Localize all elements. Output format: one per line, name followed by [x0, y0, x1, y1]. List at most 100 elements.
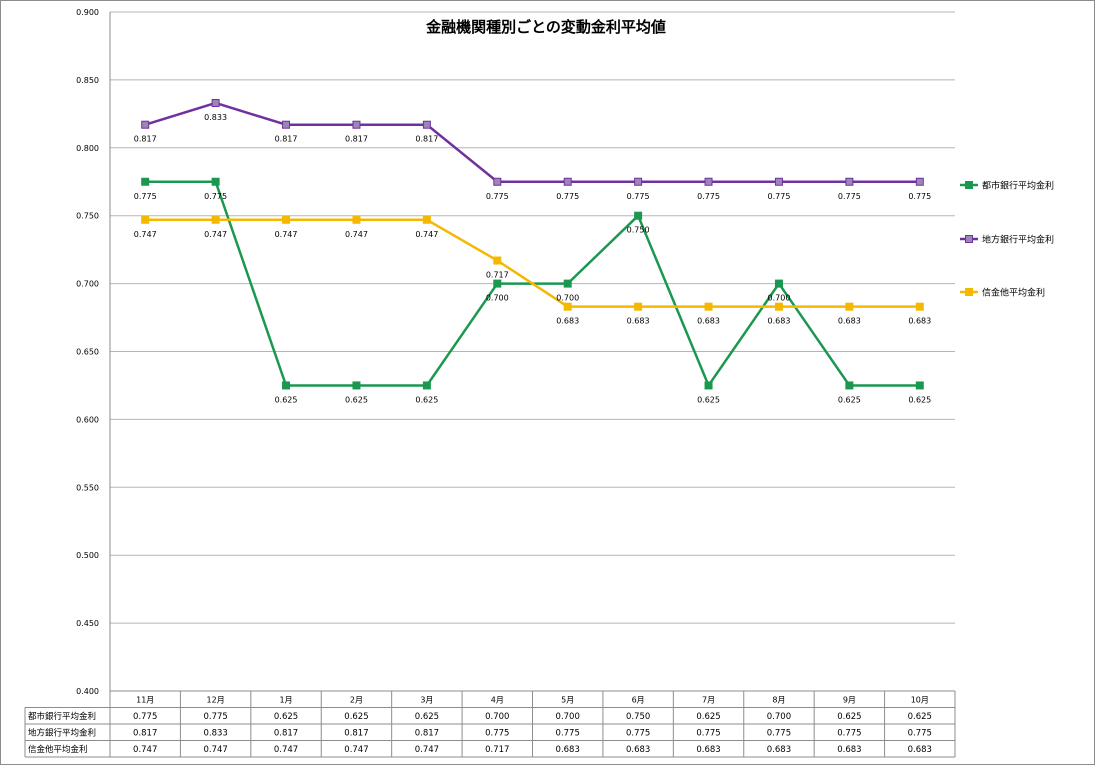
table-cell: 0.750 [626, 712, 650, 722]
data-label: 0.683 [556, 317, 579, 326]
table-cell: 0.775 [767, 729, 791, 739]
data-point [915, 381, 924, 390]
table-cell: 0.817 [415, 729, 439, 739]
data-point [634, 211, 643, 220]
data-point [211, 215, 220, 224]
series-lines [141, 98, 924, 390]
data-point [352, 215, 361, 224]
table-cell: 0.683 [626, 745, 650, 755]
table-cell: 0.625 [344, 712, 368, 722]
y-tick-label: 0.400 [76, 687, 99, 696]
data-point [634, 177, 643, 186]
x-category-label: 11月 [136, 696, 154, 705]
table-cell: 0.625 [837, 712, 861, 722]
data-point [915, 302, 924, 311]
x-category-label: 2月 [350, 696, 363, 705]
table-cell: 0.775 [696, 729, 720, 739]
x-category-label: 6月 [632, 696, 645, 705]
table-cell: 0.683 [696, 745, 720, 755]
y-tick-label: 0.800 [76, 144, 99, 153]
data-point [915, 177, 924, 186]
data-point [563, 279, 572, 288]
y-tick-label: 0.500 [76, 551, 99, 560]
data-label: 0.817 [345, 135, 368, 144]
legend-label: 地方銀行平均金利 [982, 234, 1054, 246]
table-cell: 0.717 [485, 745, 509, 755]
table-cell: 0.683 [837, 745, 861, 755]
data-point [774, 302, 783, 311]
y-tick-label: 0.600 [76, 415, 99, 424]
table-cell: 0.775 [485, 729, 509, 739]
table-cell: 0.775 [133, 712, 157, 722]
data-point [704, 381, 713, 390]
table-cell: 0.747 [415, 745, 439, 755]
data-label: 0.775 [204, 192, 227, 201]
data-label: 0.700 [556, 294, 579, 303]
data-label: 0.775 [908, 192, 931, 201]
data-point [141, 120, 150, 129]
data-point [774, 177, 783, 186]
data-label: 0.747 [134, 230, 157, 239]
table-cell: 0.700 [767, 712, 791, 722]
data-label: 0.817 [134, 135, 157, 144]
x-category-label: 1月 [279, 696, 292, 705]
table-cell: 0.683 [908, 745, 932, 755]
data-label: 0.625 [838, 395, 861, 404]
y-tick-label: 0.900 [76, 8, 99, 17]
x-category-label: 10月 [911, 696, 929, 705]
legend-label: 信金他平均金利 [982, 287, 1045, 299]
data-label: 0.700 [768, 294, 791, 303]
data-point [141, 215, 150, 224]
data-point [282, 120, 291, 129]
data-point [493, 177, 502, 186]
data-point [422, 381, 431, 390]
y-tick-label: 0.650 [76, 348, 99, 357]
legend-swatch-marker [965, 288, 973, 296]
table-cell: 0.817 [133, 729, 157, 739]
data-label: 0.775 [768, 192, 791, 201]
data-label: 0.817 [415, 135, 438, 144]
x-category-label: 12月 [207, 696, 225, 705]
chart-title: 金融機関種別ごとの変動金利平均値 [425, 18, 666, 36]
data-point [704, 177, 713, 186]
table-cell: 0.775 [556, 729, 580, 739]
table-cell: 0.747 [133, 745, 157, 755]
table-cell: 0.683 [556, 745, 580, 755]
data-labels: 0.775 0.775 0.625 0.625 0.625 0.700 0.700 0.750… [134, 113, 931, 404]
data-point [141, 177, 150, 186]
y-tick-label: 0.750 [76, 212, 99, 221]
data-point [352, 381, 361, 390]
data-label: 0.683 [838, 317, 861, 326]
data-label: 0.817 [275, 135, 298, 144]
data-label: 0.747 [275, 230, 298, 239]
legend-label: 都市銀行平均金利 [982, 180, 1054, 192]
data-point [563, 177, 572, 186]
data-label: 0.750 [627, 226, 650, 235]
data-point [845, 302, 854, 311]
data-label: 0.833 [204, 113, 227, 122]
series-line [144, 101, 920, 183]
data-point [704, 302, 713, 311]
data-label: 0.747 [345, 230, 368, 239]
table-cell: 0.775 [626, 729, 650, 739]
x-category-label: 3月 [420, 696, 433, 705]
data-label: 0.775 [838, 192, 861, 201]
x-category-label: 9月 [843, 696, 856, 705]
data-point [422, 215, 431, 224]
table-cell: 0.747 [203, 745, 227, 755]
table-series-name: 信金他平均金利 [28, 744, 88, 755]
table-cell: 0.625 [274, 712, 298, 722]
data-point [493, 279, 502, 288]
data-point [634, 302, 643, 311]
data-label: 0.683 [768, 317, 791, 326]
gridlines [110, 11, 955, 692]
table-cell: 0.817 [274, 729, 298, 739]
data-label: 0.717 [486, 271, 509, 280]
table-cell: 0.833 [203, 729, 227, 739]
table-series-name: 都市銀行平均金利 [28, 711, 96, 722]
data-point [352, 120, 361, 129]
